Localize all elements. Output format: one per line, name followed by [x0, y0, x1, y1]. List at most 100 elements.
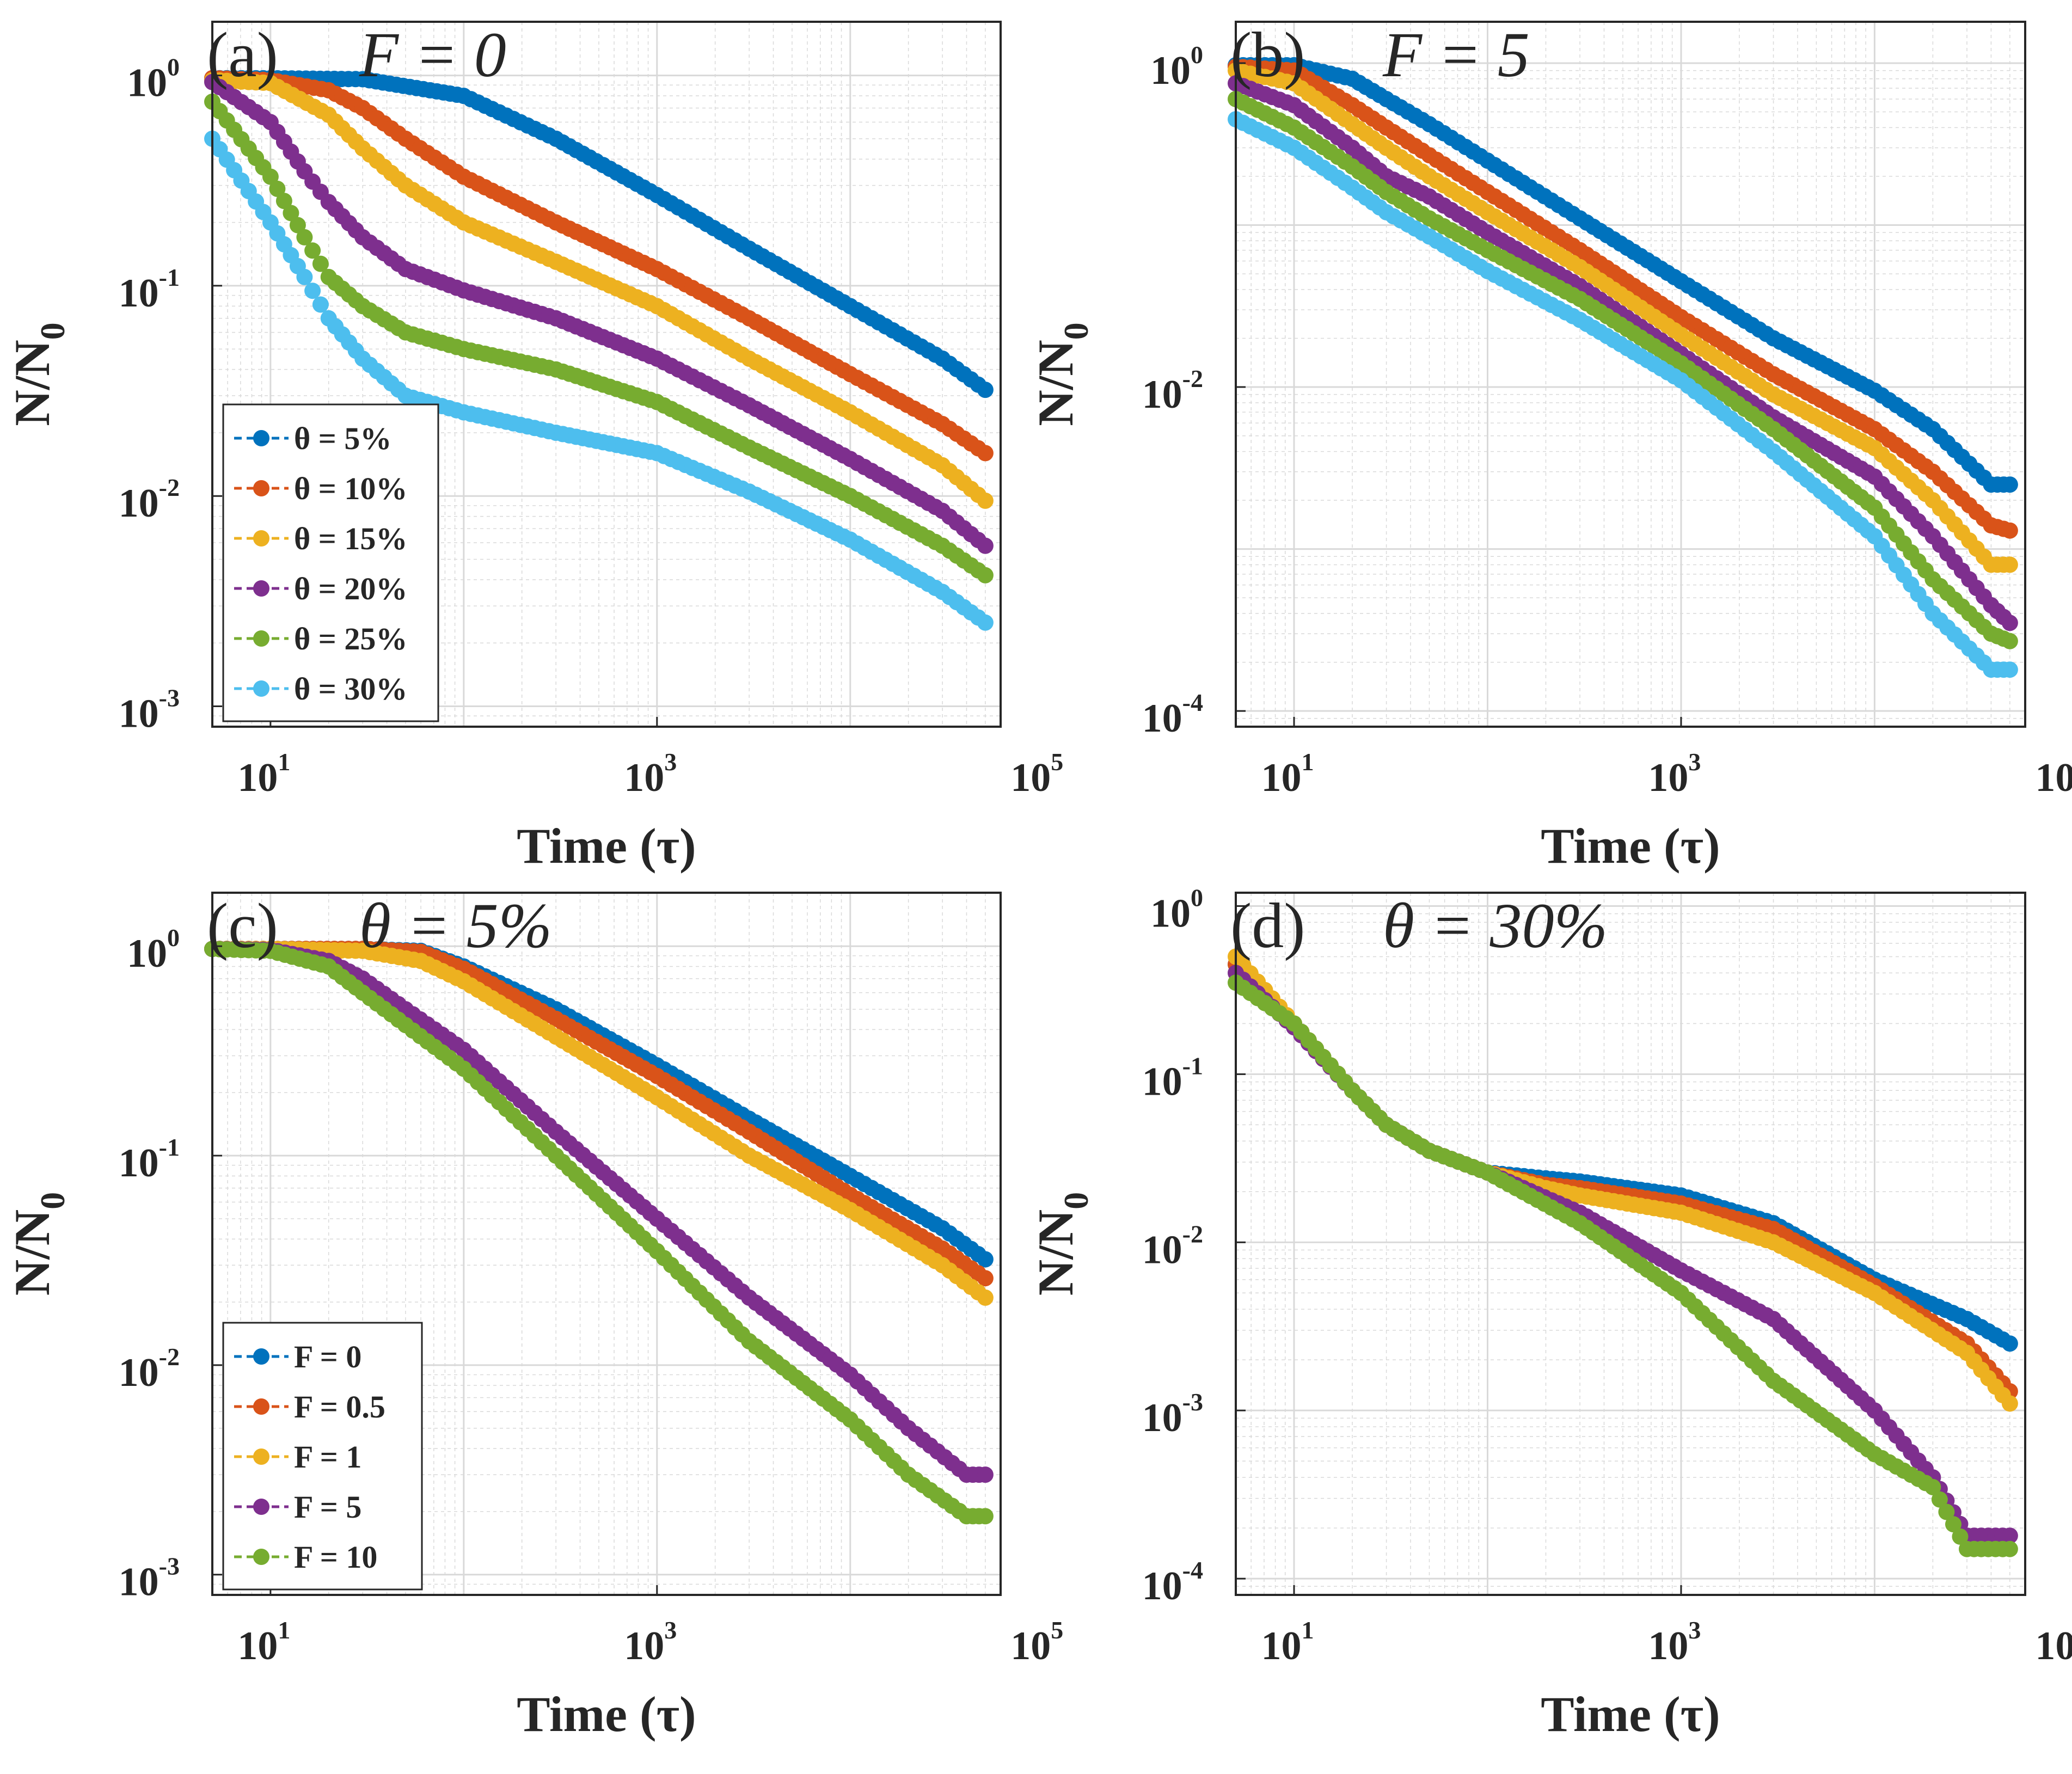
axes-box: [211, 21, 1002, 728]
x-tick-exponent: 3: [664, 1616, 677, 1644]
data-point: [304, 242, 321, 259]
y-axis-title-main: N/N: [1028, 340, 1083, 426]
legend-entry: F = 10: [234, 1539, 377, 1575]
data-point: [283, 205, 299, 222]
y-tick-exponent: -4: [1182, 1556, 1203, 1584]
x-tick-label: 105: [1010, 748, 1063, 800]
x-tick-exponent: 5: [1051, 748, 1063, 776]
legend-label: θ = 10%: [294, 471, 407, 506]
data-point: [977, 1289, 994, 1306]
y-tick-label: 10-2: [119, 474, 180, 526]
legend-entry: F = 0: [234, 1339, 361, 1374]
legend-entry: F = 5: [234, 1489, 361, 1525]
panel-title: θ = 30%: [1383, 890, 1608, 961]
data-point: [2001, 615, 2018, 631]
y-axis-title: N/N0: [4, 1192, 72, 1296]
y-tick-exponent: -2: [1182, 365, 1203, 392]
y-tick-label: 10-3: [119, 684, 180, 736]
y-tick-label: 10-2: [1142, 365, 1203, 417]
x-tick-exponent: 5: [1051, 1616, 1063, 1644]
y-tick-label: 10-2: [1142, 1220, 1203, 1272]
panel-title: F = 5: [1382, 19, 1530, 90]
data-point: [1924, 1479, 1941, 1495]
y-axis-title: N/N0: [1028, 322, 1095, 426]
series-1: [204, 70, 994, 398]
data-point: [1938, 1503, 1955, 1520]
x-tick-label: 105: [1010, 1616, 1063, 1668]
x-tick-label: 105: [2035, 748, 2072, 800]
y-tick-label: 10-3: [119, 1552, 180, 1605]
x-tick-label: 101: [1261, 748, 1314, 800]
y-axis-title: N/N0: [4, 322, 72, 426]
y-axis-title-subscript: 0: [33, 1192, 72, 1210]
series-5: [204, 93, 994, 584]
legend-label: F = 1: [294, 1439, 361, 1475]
legend-marker: [253, 430, 269, 446]
y-tick-label: 100: [127, 924, 180, 976]
data-point: [296, 268, 313, 285]
data-point: [977, 537, 994, 554]
legend-label: θ = 25%: [294, 621, 407, 656]
data-point: [1952, 1528, 1969, 1545]
legend-marker: [253, 580, 269, 597]
x-tick-exponent: 3: [1688, 1616, 1701, 1644]
data-point: [977, 1466, 994, 1483]
data-point: [269, 180, 286, 197]
legend: F = 0 F = 0.5 F = 1 F = 5 F = 10: [222, 1322, 423, 1591]
x-tick-exponent: 3: [664, 748, 677, 776]
x-tick-exponent: 1: [278, 1616, 290, 1644]
y-tick-label: 10-1: [119, 1133, 180, 1186]
y-tick-exponent: -1: [159, 1133, 180, 1161]
legend-marker: [253, 480, 269, 496]
legend-label: F = 10: [294, 1539, 377, 1575]
legend-marker: [253, 680, 269, 697]
legend-marker: [253, 1398, 269, 1415]
data-point: [2001, 661, 2018, 678]
legend-marker: [253, 530, 269, 547]
y-tick-label: 10-1: [119, 263, 180, 316]
legend-entry: θ = 30%: [234, 671, 407, 707]
y-tick-exponent: -3: [1182, 1388, 1203, 1416]
y-tick-exponent: -3: [159, 1552, 180, 1580]
x-axis-title: Time (τ): [1541, 818, 1720, 874]
data-point: [2001, 1395, 2018, 1412]
data-point: [977, 567, 994, 584]
legend-marker: [253, 1499, 269, 1515]
data-point: [262, 168, 279, 185]
x-tick-exponent: 1: [1302, 1616, 1314, 1644]
y-tick-exponent: 0: [167, 53, 180, 81]
y-tick-exponent: 0: [1191, 883, 1203, 911]
panel-label: (d): [1230, 890, 1305, 961]
series-3: [204, 72, 994, 509]
axes-box: [1235, 892, 2026, 1596]
data-point: [977, 1251, 994, 1268]
x-tick-label: 103: [624, 1616, 677, 1668]
legend-label: F = 5: [294, 1489, 361, 1525]
x-axis-title: Time (τ): [1541, 1686, 1720, 1742]
legend-marker: [253, 1348, 269, 1365]
data-point: [275, 193, 292, 210]
grid: [1235, 22, 2026, 727]
x-tick-label: 103: [1648, 1616, 1701, 1668]
legend-entry: θ = 20%: [234, 571, 407, 606]
data-point: [2001, 1540, 2018, 1557]
axes-box: [211, 892, 1002, 1596]
series-4: [1228, 75, 2018, 631]
y-axis-title: N/N0: [1028, 1192, 1095, 1296]
x-tick-exponent: 3: [1688, 748, 1701, 776]
legend-entry: θ = 5%: [234, 421, 391, 456]
x-tick-label: 101: [1261, 1616, 1314, 1668]
y-axis-title-main: N/N: [4, 340, 60, 426]
x-tick-label: 103: [1648, 748, 1701, 800]
y-tick-exponent: -2: [159, 1343, 180, 1371]
data-point: [977, 382, 994, 398]
data-point: [312, 296, 329, 313]
data-point: [2001, 556, 2018, 573]
y-tick-label: 10-4: [1142, 1556, 1203, 1609]
data-point: [312, 255, 329, 272]
data-point: [304, 283, 321, 299]
